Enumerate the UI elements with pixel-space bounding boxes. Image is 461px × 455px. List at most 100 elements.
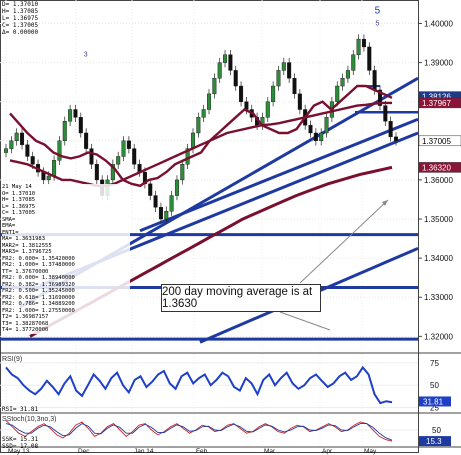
candle-body	[89, 148, 94, 165]
rsi-value-tag	[419, 396, 451, 407]
data-window-row: MAR2= 1.3812555	[2, 242, 52, 249]
candle-body	[351, 54, 356, 71]
data-window-row: FR2: 1.000= 1.37480000	[2, 262, 75, 268]
rsi-tick-label: 25	[430, 404, 439, 413]
data-window-row: O= 1.37010	[2, 190, 36, 197]
legend-line: H= 1.37085	[2, 8, 39, 15]
data-window-row: ENT1=	[2, 229, 19, 236]
y-tick-label: 1.39000	[424, 59, 453, 68]
rsi-tick-label: 50	[430, 381, 439, 390]
y-tick-label: 1.40000	[424, 19, 453, 28]
candle-body	[180, 164, 185, 181]
candle-body	[313, 132, 318, 142]
candle-body	[372, 70, 377, 91]
candle-body	[78, 117, 83, 134]
moving-average-line	[9, 84, 393, 188]
data-window-row: FR2: 0.786= 1.34889200	[2, 301, 75, 307]
wave-label: 5	[375, 6, 381, 17]
data-window-row: T3= 1.38287068	[2, 320, 49, 327]
x-tick-label: Dec	[78, 448, 90, 455]
candle-body	[207, 93, 212, 110]
stoch-line	[5, 423, 393, 441]
legend-line: C= 1.37005	[2, 22, 39, 29]
candle-body	[217, 62, 222, 79]
candle-body	[340, 78, 345, 87]
candle-body	[126, 140, 131, 149]
legend-line: Δ= 0.00000	[2, 29, 39, 36]
candle-body	[94, 164, 99, 181]
candle-body	[52, 160, 57, 177]
y-tick-label: 1.32000	[424, 332, 453, 341]
candle-body	[335, 85, 340, 102]
candle-body	[287, 62, 292, 79]
price-label-text: 1.37967	[422, 99, 451, 108]
candle-body	[46, 175, 51, 181]
price-label-tag	[418, 162, 461, 173]
annotation-box: 200 day moving average is at 1.3630	[161, 284, 321, 312]
x-tick-label: May	[364, 448, 377, 455]
candle-body	[265, 101, 270, 118]
data-window-row: TT= 1.37670000	[2, 268, 49, 275]
candle-body	[110, 164, 115, 181]
ohlc-legend: D= 1.37010 H= 1.37085 L= 1.36975 C= 1.37…	[2, 1, 38, 36]
candle-body	[345, 70, 350, 79]
data-window-row: SMA=	[2, 216, 16, 223]
candle-body	[196, 117, 201, 134]
annotation-arrowhead	[382, 200, 388, 206]
data-window-row: FR2: 1.000= 1.27550000	[2, 307, 75, 314]
candle-body	[319, 132, 324, 142]
candle-body	[68, 109, 73, 122]
candle-body	[30, 156, 35, 165]
data-window-row: C= 1.37005	[2, 210, 36, 216]
data-window-row: T2= 1.36987157	[2, 314, 49, 320]
data-window-row: H= 1.37085	[2, 197, 36, 203]
candle-body	[174, 179, 179, 196]
y-tick-label: 1.34000	[424, 254, 453, 263]
rsi-line	[5, 365, 393, 405]
data-window-row: EMA=	[2, 223, 16, 229]
y-tick-label: 1.35000	[424, 215, 453, 224]
candle-body	[132, 148, 137, 165]
x-tick-label: Mar	[264, 448, 276, 455]
moving-average-line	[9, 101, 392, 187]
candle-body	[212, 78, 217, 95]
rsi-value-text: 31.81	[423, 397, 444, 406]
wave-label: 5	[376, 20, 380, 27]
rsi-readout: RSI= 31.81	[2, 406, 39, 413]
x-tick-label: Jan 14	[134, 448, 154, 455]
candle-body	[367, 46, 372, 71]
candle-body	[3, 148, 8, 153]
candle-body	[9, 140, 14, 149]
candle-body	[84, 132, 89, 149]
candle-body	[281, 62, 286, 71]
candle-body	[276, 70, 281, 87]
y-tick-label: 1.36000	[424, 176, 453, 185]
x-tick-label: Feb	[196, 448, 208, 455]
legend-line: L= 1.36975	[2, 15, 39, 22]
candle-body	[297, 93, 302, 110]
stoch-title: SStoch(10,3no,3)	[2, 416, 56, 423]
stoch-value-tag	[419, 436, 451, 447]
candle-body	[164, 210, 169, 220]
candle-body	[148, 183, 153, 196]
ssd-readout: SSD= 17.08	[2, 443, 39, 450]
candle-body	[57, 140, 62, 161]
candle-body	[14, 132, 19, 142]
annotation-text: 200 day moving average is at 1.3630	[162, 286, 313, 310]
x-tick-label: May 13	[8, 448, 30, 455]
data-window-row: FR2: 0.000= 1.38940000	[2, 275, 75, 281]
candle-body	[153, 195, 158, 208]
candle-body	[324, 117, 329, 134]
candle-body	[121, 140, 126, 157]
candle-body	[292, 78, 297, 95]
candle-body	[201, 109, 206, 118]
candle-body	[25, 144, 30, 157]
candle-body	[394, 136, 399, 141]
legend-line: D= 1.37010	[2, 1, 39, 8]
price-label-tag	[418, 135, 461, 147]
data-window-row: FR2: 0.500= 1.35245000	[2, 288, 75, 294]
candle-body	[223, 54, 228, 63]
candle-body	[388, 121, 393, 138]
y-tick-label: 1.33000	[424, 293, 453, 302]
data-window-date: 21 May 14	[2, 184, 32, 190]
